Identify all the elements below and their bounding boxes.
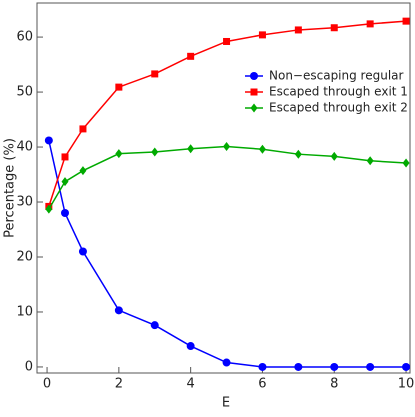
marker (45, 204, 53, 214)
marker (294, 362, 303, 371)
marker (151, 70, 159, 78)
marker (258, 31, 266, 39)
series-line (48, 140, 407, 368)
plot-frame (36, 2, 411, 374)
marker (150, 321, 159, 330)
legend-label: Escaped through exit 2 (269, 101, 408, 115)
marker (186, 342, 195, 351)
marker (366, 156, 374, 166)
marker (402, 17, 410, 25)
y-axis-label: Percentage (%) (3, 138, 18, 238)
marker (115, 149, 123, 159)
marker (61, 153, 69, 161)
x-tick-label: 6 (258, 377, 266, 392)
marker (151, 147, 159, 157)
marker (294, 26, 302, 34)
marker (187, 52, 195, 60)
marker (44, 136, 53, 145)
marker (330, 362, 339, 371)
x-tick-label: 0 (43, 377, 51, 392)
x-tick-label: 10 (398, 377, 415, 392)
y-tick-label: 10 (16, 304, 33, 319)
marker (366, 362, 375, 371)
marker (258, 144, 266, 154)
legend: Non−escaping regular Escaped through exit… (245, 69, 408, 115)
marker (223, 141, 231, 151)
y-tick-label: 20 (16, 249, 33, 264)
legend-marker (250, 72, 258, 80)
marker (402, 362, 411, 371)
marker (402, 158, 410, 168)
marker (223, 37, 231, 45)
marker (61, 177, 69, 187)
series-line (48, 145, 407, 210)
marker (222, 358, 231, 367)
marker (79, 125, 87, 133)
marker (79, 166, 87, 176)
legend-marker (250, 103, 258, 113)
marker (114, 306, 123, 315)
x-tick-label: 8 (330, 377, 338, 392)
marker (115, 83, 123, 91)
marker (258, 362, 267, 371)
legend-label: Escaped through exit 1 (269, 85, 408, 99)
y-tick-label: 60 (16, 30, 33, 45)
x-tick-label: 4 (187, 377, 195, 392)
x-tick-label: 2 (115, 377, 123, 392)
marker (61, 209, 70, 218)
legend-marker (250, 88, 258, 96)
y-tick-label: 30 (16, 195, 33, 210)
y-tick-label: 40 (16, 140, 33, 155)
marker (187, 144, 195, 154)
marker (330, 151, 338, 161)
legend-label: Non−escaping regular (269, 69, 404, 83)
marker (78, 247, 87, 256)
marker (294, 149, 302, 159)
series-line (48, 20, 407, 207)
y-tick-label: 0 (25, 359, 33, 374)
y-tick-label: 50 (16, 85, 33, 100)
x-axis-label: E (222, 396, 230, 411)
marker (366, 20, 374, 28)
marker (330, 24, 338, 32)
